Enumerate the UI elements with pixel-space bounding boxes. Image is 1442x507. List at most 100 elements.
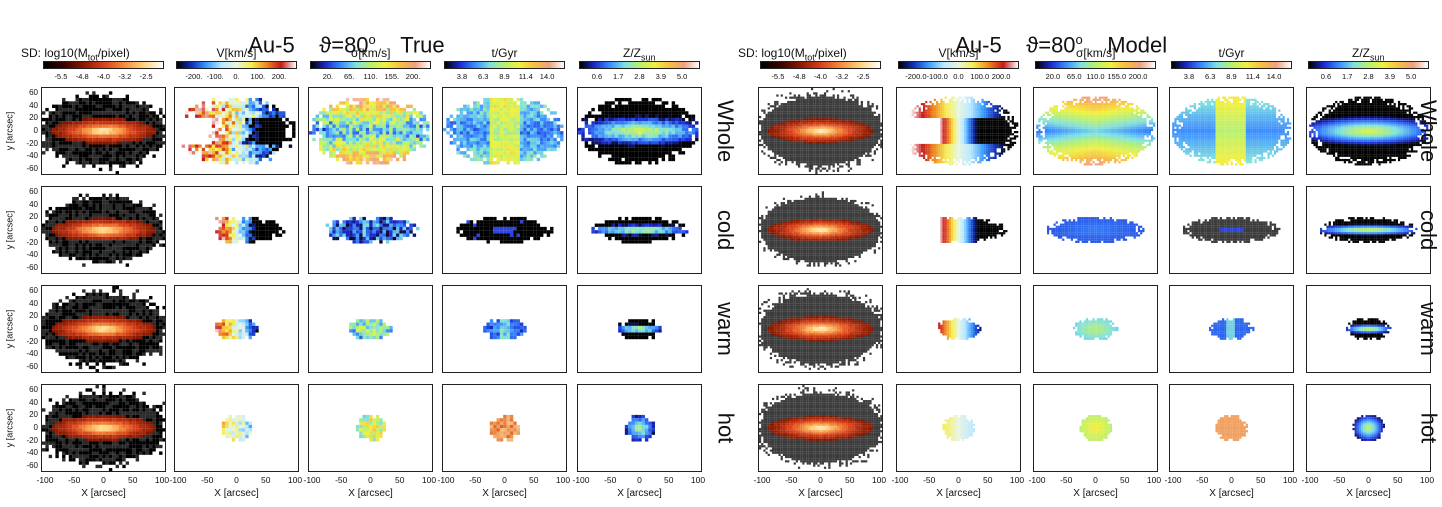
map-panel <box>896 87 1021 175</box>
colorbar-tick: 6.3 <box>477 72 489 81</box>
map-panel <box>41 87 166 175</box>
x-tick: -50 <box>1333 475 1346 485</box>
map-panel <box>174 285 299 373</box>
colorbar-4 <box>579 61 700 69</box>
colorbar-tick: 20.0 <box>1045 72 1061 81</box>
colorbar-tick: 0.6 <box>1320 72 1332 81</box>
colorbar-title-1: V[km/s] <box>217 46 257 60</box>
colorbar-title-2: σ[km/s] <box>1076 46 1115 60</box>
colorbar-0 <box>760 61 881 69</box>
y-tick: 40 <box>29 199 38 209</box>
pixel-map <box>1072 318 1119 340</box>
colorbar-title-subscript: sun <box>1370 52 1385 63</box>
colorbar-tick: -100.0 <box>926 72 948 81</box>
x-tick: 100 <box>154 475 170 485</box>
x-tick: 50 <box>395 475 405 485</box>
map-panel <box>577 384 702 472</box>
panel-image <box>759 385 882 469</box>
panel-image <box>1319 217 1418 243</box>
colorbar-tick: 8.9 <box>1226 72 1237 81</box>
colorbar-tick: 5.0 <box>1405 72 1417 81</box>
x-tick: 50 <box>845 475 855 485</box>
colorbar-tick: -2.5 <box>139 72 153 81</box>
pixel-map <box>1215 415 1248 441</box>
panel-image <box>591 216 689 244</box>
panel-image <box>1345 318 1392 340</box>
colorbar-tick: 200. <box>405 72 421 81</box>
colorbar-3 <box>1171 61 1292 69</box>
pixel-map <box>759 385 882 469</box>
panel-image <box>489 414 520 442</box>
y-tick: 60 <box>29 187 38 197</box>
colorbar-tick: 1.7 <box>612 72 624 81</box>
pixel-map <box>221 414 252 442</box>
x-tick: -50 <box>1196 475 1209 485</box>
x-tick: 50 <box>128 475 138 485</box>
y-tick: -40 <box>26 250 38 260</box>
pixel-map <box>1172 96 1292 166</box>
row-label: warm <box>1415 302 1441 356</box>
x-tick: -50 <box>1060 475 1073 485</box>
pixel-map <box>1345 318 1392 340</box>
x-tick: 100 <box>690 475 706 485</box>
colorbar-tick: 3.8 <box>456 72 468 81</box>
panel-image <box>309 97 430 165</box>
x-tick: -50 <box>923 475 936 485</box>
pixel-map <box>188 216 286 244</box>
y-tick: -40 <box>26 151 38 161</box>
panel-image <box>942 415 975 441</box>
x-tick: -100 <box>36 475 54 485</box>
colorbar-tick: 14.0 <box>1266 72 1282 81</box>
map-panel <box>1306 186 1431 274</box>
pixel-map <box>489 414 520 442</box>
x-axis-label: X [arcsec] <box>348 488 393 499</box>
pixel-map <box>456 216 554 244</box>
pixel-map <box>1208 318 1255 340</box>
x-tick: 100 <box>1282 475 1298 485</box>
panel-image <box>483 319 527 340</box>
colorbar-title-text: V[km/s] <box>938 46 979 60</box>
colorbar-tick: -2.5 <box>856 72 870 81</box>
pixel-map <box>215 319 259 340</box>
colorbar-title-text: Z/Z <box>623 46 641 60</box>
map-panel <box>758 87 883 175</box>
colorbar-title-2: σ[km/s] <box>351 46 390 60</box>
colorbar-tick: -4.8 <box>792 72 806 81</box>
y-tick: 40 <box>29 298 38 308</box>
colorbar-title-text: σ[km/s] <box>351 46 391 60</box>
y-tick: -40 <box>26 448 38 458</box>
colorbar-tick: -3.2 <box>118 72 132 81</box>
x-tick: -100 <box>437 475 455 485</box>
map-panel <box>577 285 702 373</box>
pixel-map <box>42 91 165 174</box>
panel-image <box>221 414 252 442</box>
map-panel <box>442 186 567 274</box>
colorbar-tick: 110. <box>363 72 378 81</box>
pixel-map <box>355 414 386 442</box>
colorbar-title-3: t/Gyr <box>1219 46 1245 60</box>
map-panel <box>577 186 702 274</box>
y-tick: -60 <box>26 460 38 470</box>
pixel-map <box>42 385 165 471</box>
colorbar-tick: 0.0 <box>953 72 964 81</box>
x-tick: -100 <box>1164 475 1182 485</box>
map-panel <box>1169 285 1294 373</box>
colorbar-1 <box>176 61 297 69</box>
y-axis-label: y [arcsec] <box>3 309 14 349</box>
panel-image <box>175 97 296 165</box>
y-tick: -40 <box>26 349 38 359</box>
y-tick: 0 <box>33 225 38 234</box>
row-label: Whole <box>713 99 739 163</box>
y-tick: 0 <box>33 126 38 135</box>
x-tick: -100 <box>572 475 590 485</box>
pixel-map <box>1182 217 1281 243</box>
x-tick: -100 <box>303 475 321 485</box>
map-panel <box>308 186 433 274</box>
x-tick: 100 <box>287 475 303 485</box>
row-label: warm <box>712 302 738 356</box>
colorbar-tick: 8.9 <box>499 72 510 81</box>
colorbar-tick: 3.9 <box>1384 72 1395 81</box>
pixel-map <box>1079 415 1112 441</box>
panel-image <box>1036 96 1156 166</box>
panel-image <box>618 319 662 340</box>
